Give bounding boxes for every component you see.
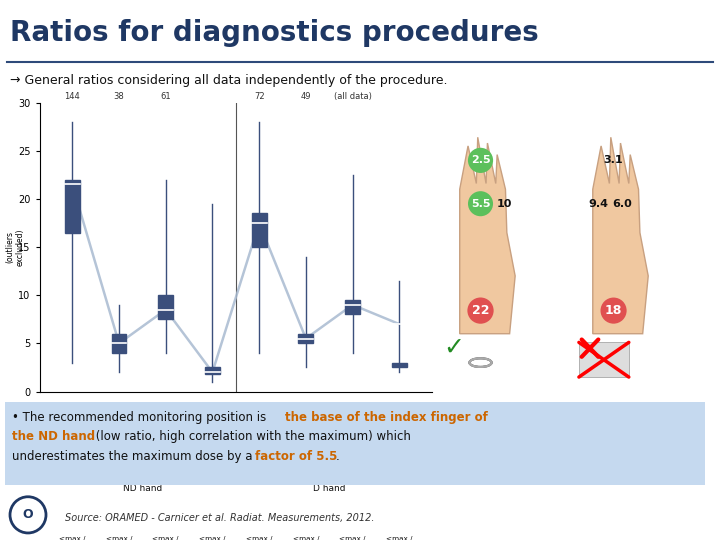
Text: <max /
wrist>: <max / wrist> [59, 536, 86, 540]
Text: <max /
WRIST>: <max / WRIST> [245, 536, 274, 540]
FancyBboxPatch shape [579, 342, 629, 377]
Text: (all data): (all data) [333, 92, 372, 100]
Text: 18: 18 [605, 304, 622, 317]
Text: 2.5: 2.5 [471, 156, 490, 165]
Bar [345, 300, 360, 314]
Text: the ND hand: the ND hand [12, 430, 95, 443]
Bar [158, 295, 174, 319]
Text: <max /
base
index>: <max / base index> [106, 536, 132, 540]
Text: <max /
INDEX
TIP>: <max / INDEX TIP> [386, 536, 413, 540]
Circle shape [10, 497, 46, 533]
Text: D hand: D hand [313, 484, 346, 493]
Bar [298, 334, 313, 343]
Bar [392, 363, 407, 367]
Bar [65, 180, 80, 233]
Text: 10: 10 [496, 199, 512, 209]
Text: 61: 61 [161, 92, 171, 100]
Text: <max /
BASE
RING>: <max / BASE RING> [339, 536, 366, 540]
Polygon shape [593, 137, 648, 334]
Text: → General ratios considering all data independently of the procedure.: → General ratios considering all data in… [10, 73, 448, 86]
Text: 6.0: 6.0 [612, 199, 631, 209]
Text: underestimates the maximum dose by a: underestimates the maximum dose by a [12, 449, 256, 462]
Text: O: O [23, 508, 33, 521]
Text: <max /
base
ring>: <max / base ring> [153, 536, 179, 540]
Text: 38: 38 [114, 92, 125, 100]
Text: 144: 144 [64, 92, 80, 100]
Text: <max /
index
tip>: <max / index tip> [199, 536, 225, 540]
Polygon shape [460, 137, 516, 334]
Text: 72: 72 [254, 92, 264, 100]
Text: 9.4: 9.4 [588, 199, 608, 209]
Bar [5, 402, 705, 485]
Text: (low ratio, high correlation with the maximum) which: (low ratio, high correlation with the ma… [92, 430, 411, 443]
Bar [252, 213, 266, 247]
Bar [205, 367, 220, 374]
Text: <max /
BASE
INDEX>: <max / BASE INDEX> [292, 536, 320, 540]
Text: ND hand: ND hand [122, 484, 162, 493]
Text: 49: 49 [301, 92, 311, 100]
Text: .: . [336, 449, 340, 462]
Text: 5.5: 5.5 [471, 199, 490, 209]
Text: Ratios for diagnostics procedures: Ratios for diagnostics procedures [10, 19, 539, 47]
Text: 3.1: 3.1 [604, 156, 624, 165]
Text: Source: ORAMED - Carnicer et al. Radiat. Measurements, 2012.: Source: ORAMED - Carnicer et al. Radiat.… [65, 513, 374, 523]
Y-axis label: (outliers
excluded): (outliers excluded) [6, 228, 25, 266]
Bar [112, 334, 127, 353]
Text: the base of the index finger of: the base of the index finger of [285, 411, 488, 424]
Text: factor of 5.5: factor of 5.5 [255, 449, 338, 462]
Text: • The recommended monitoring position is: • The recommended monitoring position is [12, 411, 270, 424]
Text: 22: 22 [472, 304, 490, 317]
Text: ✓: ✓ [444, 336, 464, 360]
